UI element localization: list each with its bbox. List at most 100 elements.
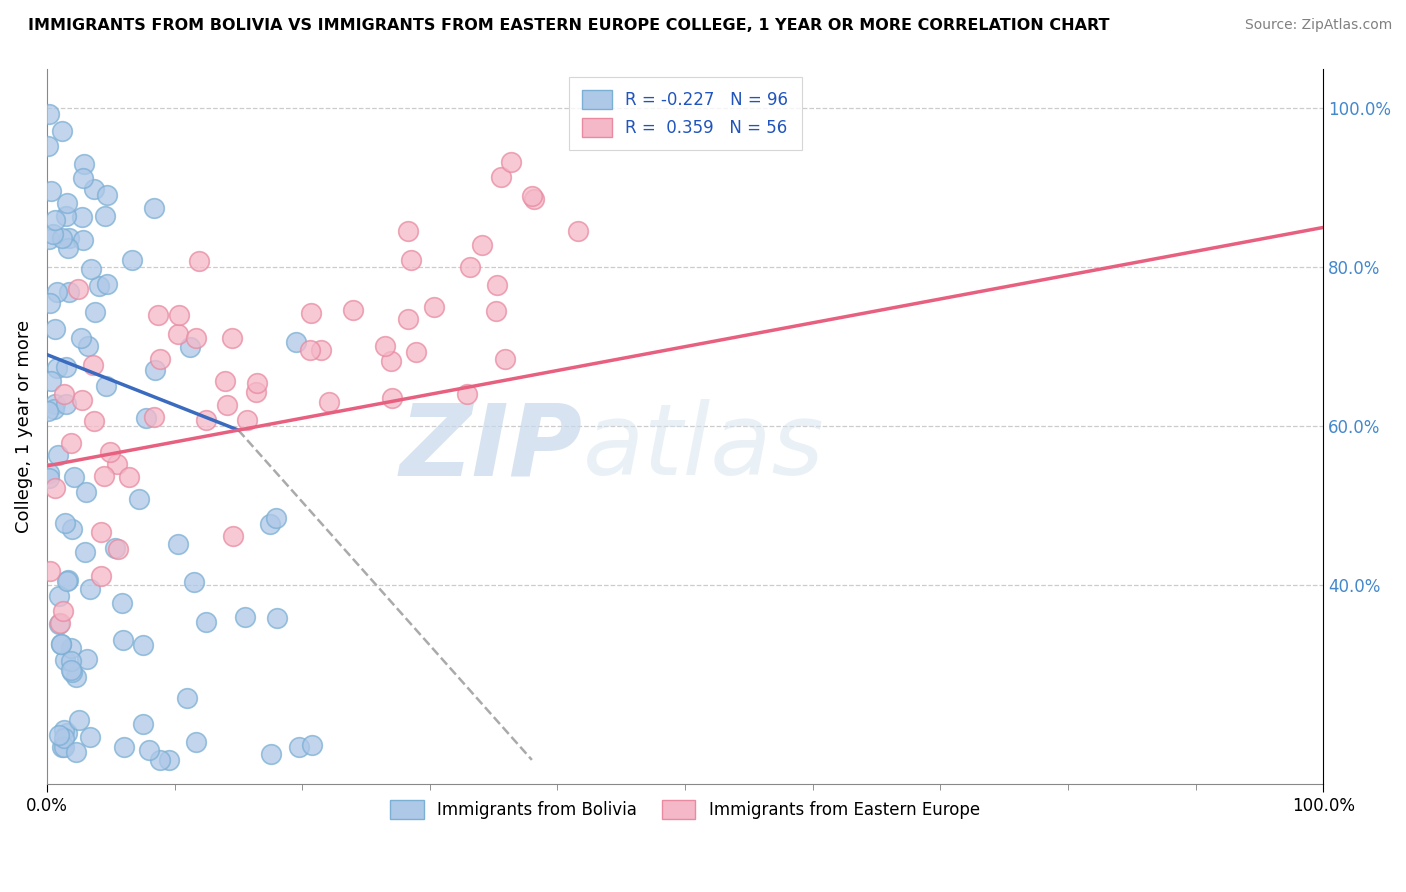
Point <box>58 285 80 299</box>
Point <box>49 616 72 631</box>
Point <box>135 411 157 425</box>
Point <box>246 376 269 390</box>
Point <box>396 224 419 238</box>
Point <box>51 637 73 651</box>
Point <box>118 470 141 484</box>
Point <box>70 210 93 224</box>
Point <box>138 742 160 756</box>
Point <box>260 747 283 761</box>
Point <box>77 338 100 352</box>
Point <box>215 398 238 412</box>
Point <box>55 574 77 589</box>
Point <box>48 589 70 603</box>
Point <box>52 603 75 617</box>
Point <box>37 404 59 418</box>
Point <box>121 252 143 267</box>
Point <box>471 238 494 252</box>
Point <box>51 231 73 245</box>
Point <box>53 652 76 666</box>
Point <box>52 723 75 737</box>
Point <box>236 413 259 427</box>
Text: atlas: atlas <box>583 399 824 496</box>
Point <box>59 663 82 677</box>
Point <box>94 209 117 223</box>
Point <box>73 545 96 559</box>
Point <box>396 312 419 326</box>
Point <box>59 640 82 655</box>
Point <box>82 358 104 372</box>
Point <box>63 470 86 484</box>
Point <box>84 305 107 319</box>
Point <box>194 615 217 629</box>
Point <box>342 302 364 317</box>
Point <box>179 340 201 354</box>
Point <box>79 730 101 744</box>
Point <box>264 511 287 525</box>
Y-axis label: College, 1 year or more: College, 1 year or more <box>15 319 32 533</box>
Point <box>38 467 60 481</box>
Point <box>284 334 307 349</box>
Point <box>374 339 396 353</box>
Point <box>59 654 82 668</box>
Point <box>39 564 62 578</box>
Point <box>48 617 70 632</box>
Point <box>45 360 67 375</box>
Point <box>456 387 478 401</box>
Point <box>65 670 87 684</box>
Point <box>93 469 115 483</box>
Point <box>90 525 112 540</box>
Point <box>76 652 98 666</box>
Point <box>37 139 59 153</box>
Point <box>520 189 543 203</box>
Point <box>132 717 155 731</box>
Point <box>55 397 77 411</box>
Point <box>112 739 135 754</box>
Point <box>494 352 516 367</box>
Point <box>44 396 66 410</box>
Point <box>298 343 321 357</box>
Point <box>80 261 103 276</box>
Point <box>38 471 60 485</box>
Point <box>53 387 76 401</box>
Point <box>233 610 256 624</box>
Point <box>380 354 402 368</box>
Point <box>60 436 83 450</box>
Point <box>259 516 281 531</box>
Point <box>44 213 66 227</box>
Point <box>405 344 427 359</box>
Legend: Immigrants from Bolivia, Immigrants from Eastern Europe: Immigrants from Bolivia, Immigrants from… <box>384 793 987 825</box>
Point <box>41 374 63 388</box>
Text: Source: ZipAtlas.com: Source: ZipAtlas.com <box>1244 18 1392 32</box>
Point <box>46 285 69 299</box>
Point <box>42 227 65 241</box>
Point <box>89 569 111 583</box>
Point <box>105 457 128 471</box>
Point <box>51 124 73 138</box>
Point <box>44 481 66 495</box>
Point <box>70 331 93 345</box>
Point <box>56 725 79 739</box>
Point <box>299 306 322 320</box>
Point <box>142 201 165 215</box>
Point <box>60 522 83 536</box>
Point <box>401 252 423 267</box>
Point <box>486 278 509 293</box>
Point <box>96 188 118 202</box>
Point <box>491 169 513 184</box>
Point <box>423 300 446 314</box>
Point <box>143 363 166 377</box>
Point <box>318 394 340 409</box>
Point <box>301 738 323 752</box>
Point <box>53 740 76 755</box>
Point <box>169 308 191 322</box>
Point <box>83 182 105 196</box>
Point <box>381 391 404 405</box>
Point <box>523 193 546 207</box>
Point <box>72 170 94 185</box>
Point <box>149 352 172 367</box>
Point <box>194 413 217 427</box>
Point <box>58 231 80 245</box>
Point <box>56 196 79 211</box>
Point <box>221 331 243 345</box>
Point <box>72 157 94 171</box>
